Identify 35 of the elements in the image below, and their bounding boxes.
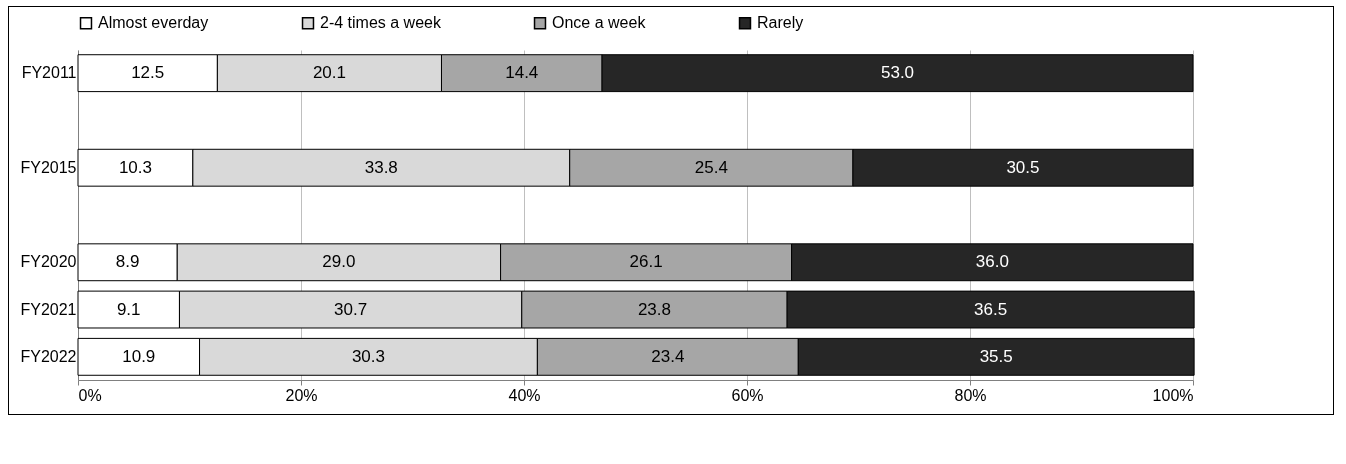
data-label: 20.1 — [312, 63, 346, 83]
data-label: 10.9 — [122, 346, 156, 366]
data-label: 26.1 — [629, 252, 663, 272]
y-tick-label: FY2022 — [20, 347, 77, 365]
y-tick-label: FY2011 — [21, 64, 77, 82]
data-label: 23.8 — [637, 299, 671, 319]
x-tick-label: 80% — [954, 386, 987, 404]
data-label: 8.9 — [115, 252, 140, 272]
data-label: 9.1 — [116, 299, 141, 319]
x-tick-label: 20% — [285, 386, 318, 404]
y-tick-label: FY2020 — [20, 253, 77, 271]
data-label: 23.4 — [651, 346, 685, 366]
legend-label: Rarely — [757, 14, 804, 32]
legend-label: 2-4 times a week — [320, 14, 442, 32]
data-label: 10.3 — [118, 157, 152, 177]
x-tick-label: 0% — [78, 386, 102, 404]
data-label: 30.5 — [1006, 157, 1040, 177]
data-label: 29.0 — [322, 252, 356, 272]
x-tick-label: 100% — [1152, 386, 1194, 404]
data-label: 53.0 — [880, 63, 915, 83]
data-label: 25.4 — [694, 157, 728, 177]
data-label: 33.8 — [364, 157, 398, 177]
data-label: 36.0 — [975, 252, 1009, 272]
y-tick-label: FY2015 — [20, 158, 77, 176]
data-label: 35.5 — [979, 346, 1013, 366]
data-label: 30.7 — [334, 299, 368, 319]
legend-label: Once a week — [552, 14, 647, 32]
x-tick-label: 60% — [731, 386, 764, 404]
x-tick-label: 40% — [508, 386, 541, 404]
data-label: 12.5 — [131, 63, 165, 83]
data-label: 14.4 — [505, 63, 539, 83]
data-label: 30.3 — [351, 346, 385, 366]
legend-label: Almost everday — [98, 14, 209, 32]
data-label: 36.5 — [974, 299, 1008, 319]
y-tick-label: FY2021 — [20, 300, 77, 318]
